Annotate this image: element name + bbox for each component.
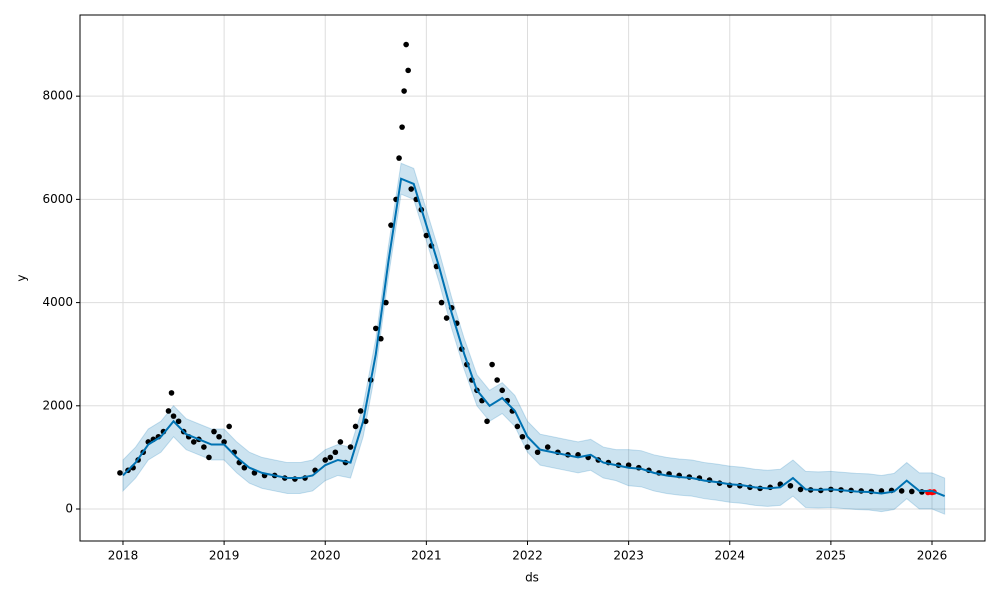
data-point xyxy=(489,361,495,368)
x-tick-label: 2024 xyxy=(714,549,745,563)
y-axis-label: y xyxy=(15,274,29,281)
data-point xyxy=(514,423,521,430)
data-point xyxy=(352,423,359,430)
data-point xyxy=(211,428,217,435)
data-point xyxy=(347,444,354,450)
data-point xyxy=(327,454,334,461)
y-tick-label: 4000 xyxy=(42,295,73,309)
data-point xyxy=(423,232,430,239)
data-point xyxy=(241,464,248,471)
data-point xyxy=(206,454,212,461)
y-tick-label: 2000 xyxy=(42,398,73,412)
data-point xyxy=(908,488,915,495)
data-point xyxy=(396,155,402,161)
data-point xyxy=(405,67,411,74)
data-point xyxy=(322,457,329,463)
x-tick-label: 2020 xyxy=(310,549,341,563)
data-point xyxy=(378,335,384,342)
data-point xyxy=(534,449,541,456)
data-point xyxy=(399,124,405,130)
x-tick-label: 2026 xyxy=(917,549,948,563)
y-tick-label: 6000 xyxy=(42,192,73,206)
x-tick-label: 2022 xyxy=(512,549,543,563)
data-point xyxy=(524,444,531,450)
data-point xyxy=(175,418,182,425)
data-point xyxy=(403,41,409,48)
data-point xyxy=(221,439,227,445)
x-tick-label: 2019 xyxy=(209,549,240,563)
data-point xyxy=(216,433,222,440)
x-axis-label: ds xyxy=(525,571,539,585)
data-point xyxy=(332,449,339,456)
data-point xyxy=(201,444,207,450)
data-point xyxy=(438,299,445,306)
plot-frame xyxy=(79,14,986,542)
data-point xyxy=(388,222,394,228)
data-point xyxy=(117,470,123,476)
data-point xyxy=(226,423,232,430)
data-point xyxy=(357,408,364,414)
data-point xyxy=(787,482,794,489)
data-point xyxy=(168,390,175,396)
data-point xyxy=(408,186,414,192)
x-tick-label: 2023 xyxy=(613,549,644,563)
data-point xyxy=(401,88,407,94)
data-point xyxy=(251,470,258,476)
forecast-line xyxy=(122,177,946,498)
x-tick-label: 2021 xyxy=(411,549,442,563)
data-point xyxy=(165,408,172,414)
data-point xyxy=(519,433,526,440)
data-point xyxy=(190,439,197,445)
data-point xyxy=(544,444,551,450)
y-tick-label: 0 xyxy=(65,502,73,516)
x-tick-label: 2025 xyxy=(816,549,847,563)
data-point xyxy=(373,325,379,332)
data-point xyxy=(797,486,804,493)
x-tick-label: 2018 xyxy=(108,549,139,563)
data-point xyxy=(443,315,450,321)
data-point xyxy=(494,377,500,383)
data-point xyxy=(383,299,389,306)
y-tick-label: 8000 xyxy=(42,89,73,103)
data-point xyxy=(337,439,344,445)
data-point xyxy=(484,418,490,425)
data-point xyxy=(170,413,177,419)
data-point xyxy=(898,488,905,494)
data-point xyxy=(499,387,506,394)
